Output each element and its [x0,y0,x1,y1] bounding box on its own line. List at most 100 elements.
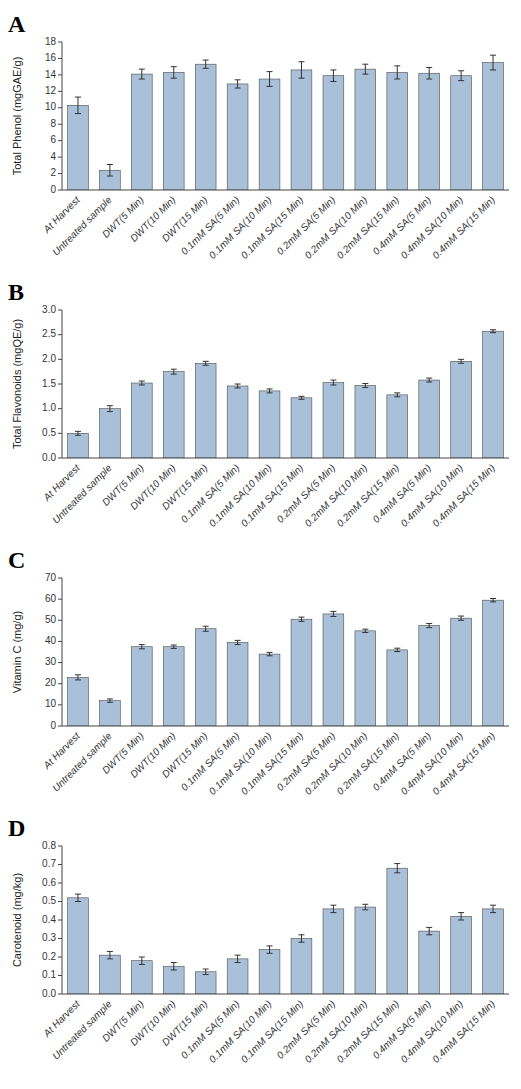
y-tick-label: 50 [45,614,57,625]
bar [291,619,312,726]
bar [387,868,408,994]
y-tick [58,140,62,141]
x-tick-label: 0.4mM SA(5 Min) [370,998,433,1061]
error-bar [426,378,432,382]
panel: ATotal Phenol (mgGAE/g)024681012141618At… [8,11,509,261]
y-ticks: 0.00.51.01.52.02.53.0 [42,304,62,463]
y-tick [58,42,62,43]
bar [131,647,152,726]
x-tick-label: 0.2mM SA(5 Min) [274,998,337,1061]
bar [259,391,280,458]
error-bar [267,652,273,655]
error-bar [394,66,400,79]
error-bar [171,67,177,79]
y-tick [58,124,62,125]
y-tick [58,74,62,75]
marks [68,599,504,726]
error-bar [235,640,241,644]
y-axis-label: Total Phenol (mgGAE/g) [11,57,23,176]
x-tick-label: 0.2mM SA(5 Min) [274,462,337,525]
x-tick-label: 0.1mM SA(5 Min) [179,998,242,1061]
bar [387,395,408,458]
bar [419,73,440,190]
y-tick-label: 40 [45,635,57,646]
y-ticks: 024681012141618 [45,36,62,195]
bar [355,385,376,458]
bar [483,909,504,994]
error-bar [298,396,304,399]
bar [323,383,344,458]
x-tick-label: 0.4mM SA(5 Min) [370,462,433,525]
error-bar [298,617,304,621]
error-bar [107,165,113,177]
error-bar [107,406,113,412]
y-axis-line [62,310,63,458]
x-tick-labels: At HarvestUntreated sampleDWT(5 Min)DWT(… [40,461,497,529]
y-ticks: 0.00.10.20.30.40.50.60.70.8 [42,840,62,999]
y-axis-line [62,42,63,190]
y-tick [58,883,62,884]
background [0,0,521,1089]
x-tick-label: 0.4mM SA(5 Min) [370,194,433,257]
error-bar [362,384,368,388]
y-tick [58,433,62,434]
y-tick [58,704,62,705]
y-tick [58,920,62,921]
error-bar [235,384,241,388]
y-tick-label: 0.8 [42,840,56,851]
error-bar [426,623,432,627]
panel-label: D [8,815,25,841]
bar [323,909,344,994]
bar [195,972,216,994]
error-bar [362,629,368,632]
y-tick [58,864,62,865]
bar [355,907,376,994]
bar [68,433,89,458]
x-tick-label: 0.2mM SA(5 Min) [274,194,337,257]
y-tick [58,91,62,92]
error-bar [330,905,336,912]
bar [291,939,312,995]
y-tick [58,957,62,958]
x-tick-label: Untreated sample [50,998,114,1062]
x-tick-labels: At HarvestUntreated sampleDWT(5 Min)DWT(… [40,997,497,1065]
y-tick-label: 14 [45,69,57,80]
bar [483,63,504,190]
bar [227,84,248,190]
bar [419,380,440,458]
y-tick [58,107,62,108]
bar [131,74,152,190]
error-bar [267,72,273,87]
error-bar [235,80,241,88]
bar [227,642,248,726]
error-bar [330,70,336,82]
y-tick-label: 0.0 [42,988,56,999]
y-tick-label: 2.0 [42,353,56,364]
error-bar [458,616,464,620]
error-bar [458,913,464,920]
y-axis-line [62,846,63,994]
y-tick [58,190,62,191]
y-ticks: 010203040506070 [45,572,62,731]
error-bar [203,60,209,68]
y-tick-label: 60 [45,593,57,604]
y-tick-label: 1.0 [42,402,56,413]
x-tick-label: Untreated sample [50,730,114,794]
y-tick [58,599,62,600]
bar [227,386,248,458]
error-bar [426,927,432,934]
bar [163,72,184,190]
y-tick [58,157,62,158]
bar [259,654,280,726]
y-tick-label: 16 [45,52,57,63]
y-tick [58,578,62,579]
y-tick [58,173,62,174]
x-tick-label: 0.4mM SA(15 Min) [430,194,497,261]
y-axis-label: Total Flavonoids (mgQE/g) [11,319,23,449]
y-tick-label: 0.0 [42,452,56,463]
bar [259,950,280,994]
x-axis-line [62,726,509,727]
y-tick-label: 1.5 [42,378,56,389]
y-tick [58,662,62,663]
y-tick [58,901,62,902]
